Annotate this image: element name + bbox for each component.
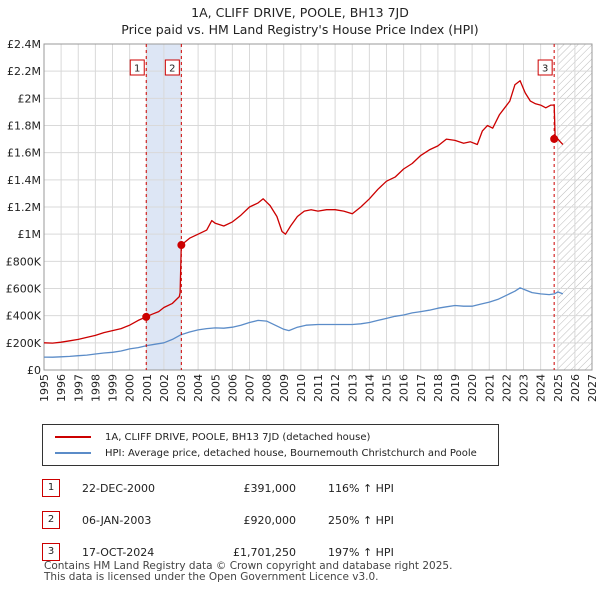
- x-tick-label: 2020: [466, 374, 479, 402]
- x-tick-label: 1995: [38, 374, 51, 402]
- sales-table: 1 22-DEC-2000 £391,000 116% ↑ HPI 2 06-J…: [42, 472, 394, 568]
- sale-price: £920,000: [243, 513, 297, 527]
- x-tick-label: 2024: [535, 374, 548, 402]
- sale-label-1: 1: [134, 64, 140, 75]
- sale-point-3: [550, 134, 559, 143]
- x-tick-label: 2019: [449, 374, 462, 402]
- sale-date: 06-JAN-2003: [82, 513, 152, 527]
- legend-entry-property: 1A, CLIFF DRIVE, POOLE, BH13 7JD (detach…: [55, 430, 370, 444]
- title-line-2: Price paid vs. HM Land Registry's House …: [121, 22, 479, 37]
- sale-label-3: 3: [542, 64, 548, 75]
- sale-number-badge: 2: [42, 511, 60, 529]
- price-chart: £0 £200K £400K £600K £800K £1M £1.2M £1.4M £1.6M…: [6, 38, 599, 402]
- x-tick-label: 1999: [107, 374, 120, 402]
- y-tick-label: £2M: [18, 92, 42, 105]
- y-tick-label: £400K: [6, 310, 42, 323]
- x-tick-label: 1996: [55, 374, 68, 402]
- y-tick-label: £800K: [6, 255, 42, 268]
- sale-label-box-3: [537, 59, 553, 76]
- sale-point-1: [142, 312, 151, 321]
- x-tick-label: 2010: [295, 374, 308, 402]
- sale-number-badge: 3: [42, 543, 60, 561]
- chart-title: 1A, CLIFF DRIVE, POOLE, BH13 7JD Price p…: [0, 4, 600, 38]
- x-tick-label: 2013: [346, 374, 359, 402]
- y-tick-label: £1.2M: [7, 201, 41, 214]
- sale-date: 22-DEC-2000: [82, 481, 156, 495]
- x-tick-label: 2007: [244, 374, 257, 402]
- y-tick-label: £1M: [18, 228, 42, 241]
- x-tick-label: 2015: [381, 374, 394, 402]
- x-tick-label: 2011: [312, 374, 325, 402]
- legend-swatch-property: [55, 436, 91, 438]
- footer-attribution: Contains HM Land Registry data © Crown c…: [44, 561, 452, 583]
- legend-label-hpi: HPI: Average price, detached house, Bour…: [105, 447, 477, 459]
- plot-frame: [43, 43, 593, 371]
- legend-swatch-hpi: [55, 452, 91, 454]
- title-line-1: 1A, CLIFF DRIVE, POOLE, BH13 7JD: [191, 5, 409, 20]
- property-price-line: [43, 80, 564, 344]
- x-tick-label: 2023: [518, 374, 531, 402]
- x-tick-label: 1997: [72, 374, 85, 402]
- x-tick-label: 2018: [432, 374, 445, 402]
- x-tick-label: 2003: [175, 374, 188, 402]
- x-tick-label: 2016: [398, 374, 411, 402]
- y-tick-label: £200K: [6, 337, 42, 350]
- sale-point-2: [177, 241, 186, 250]
- sale-hpi-change: 197% ↑ HPI: [328, 545, 394, 559]
- y-tick-label: £1.6M: [7, 147, 41, 160]
- chart-legend: 1A, CLIFF DRIVE, POOLE, BH13 7JD (detach…: [42, 424, 499, 466]
- sale-number-badge: 1: [42, 479, 60, 497]
- y-tick-label: £1.4M: [7, 174, 41, 187]
- table-row: 1 22-DEC-2000 £391,000 116% ↑ HPI: [42, 472, 394, 504]
- x-tick-label: 2022: [500, 374, 513, 402]
- x-tick-label: 2006: [226, 374, 239, 402]
- table-row: 3 17-OCT-2024 £1,701,250 197% ↑ HPI: [42, 536, 394, 568]
- sale-hpi-change: 116% ↑ HPI: [328, 481, 394, 495]
- x-tick-label: 2021: [483, 374, 496, 402]
- sale-price: £391,000: [243, 481, 297, 495]
- y-tick-label: £2.2M: [7, 65, 41, 78]
- footer-line-1: Contains HM Land Registry data © Crown c…: [44, 560, 453, 572]
- x-tick-label: 2008: [261, 374, 274, 402]
- x-tick-label: 2000: [124, 374, 137, 402]
- y-tick-label: £600K: [6, 283, 42, 296]
- hpi-line: [43, 287, 564, 358]
- legend-label-property: 1A, CLIFF DRIVE, POOLE, BH13 7JD (detach…: [105, 431, 371, 443]
- footer-line-2: This data is licensed under the Open Gov…: [44, 571, 379, 583]
- x-tick-label: 2027: [586, 374, 599, 402]
- sale-label-2: 2: [169, 64, 175, 75]
- x-tick-label: 2005: [209, 374, 222, 402]
- x-tick-label: 2014: [363, 374, 376, 402]
- x-tick-label: 2026: [569, 374, 582, 402]
- y-tick-label: £2.4M: [7, 38, 41, 51]
- sale-price: £1,701,250: [233, 545, 296, 559]
- x-tick-label: 2017: [415, 374, 428, 402]
- x-tick-label: 2012: [329, 374, 342, 402]
- x-tick-label: 2001: [141, 374, 154, 402]
- x-tick-label: 2009: [278, 374, 291, 402]
- sale-label-box-2: [164, 59, 180, 76]
- x-tick-label: 1998: [89, 374, 102, 402]
- x-tick-label: 2025: [552, 374, 565, 402]
- sale-date: 17-OCT-2024: [82, 545, 155, 559]
- table-row: 2 06-JAN-2003 £920,000 250% ↑ HPI: [42, 504, 394, 536]
- y-tick-label: £1.8M: [7, 120, 41, 133]
- sale-label-box-1: [129, 59, 145, 76]
- y-tick-label: £0: [27, 364, 41, 377]
- legend-entry-hpi: HPI: Average price, detached house, Bour…: [55, 446, 477, 460]
- sale-hpi-change: 250% ↑ HPI: [328, 513, 394, 527]
- x-tick-label: 2004: [192, 374, 205, 402]
- x-tick-label: 2002: [158, 374, 171, 402]
